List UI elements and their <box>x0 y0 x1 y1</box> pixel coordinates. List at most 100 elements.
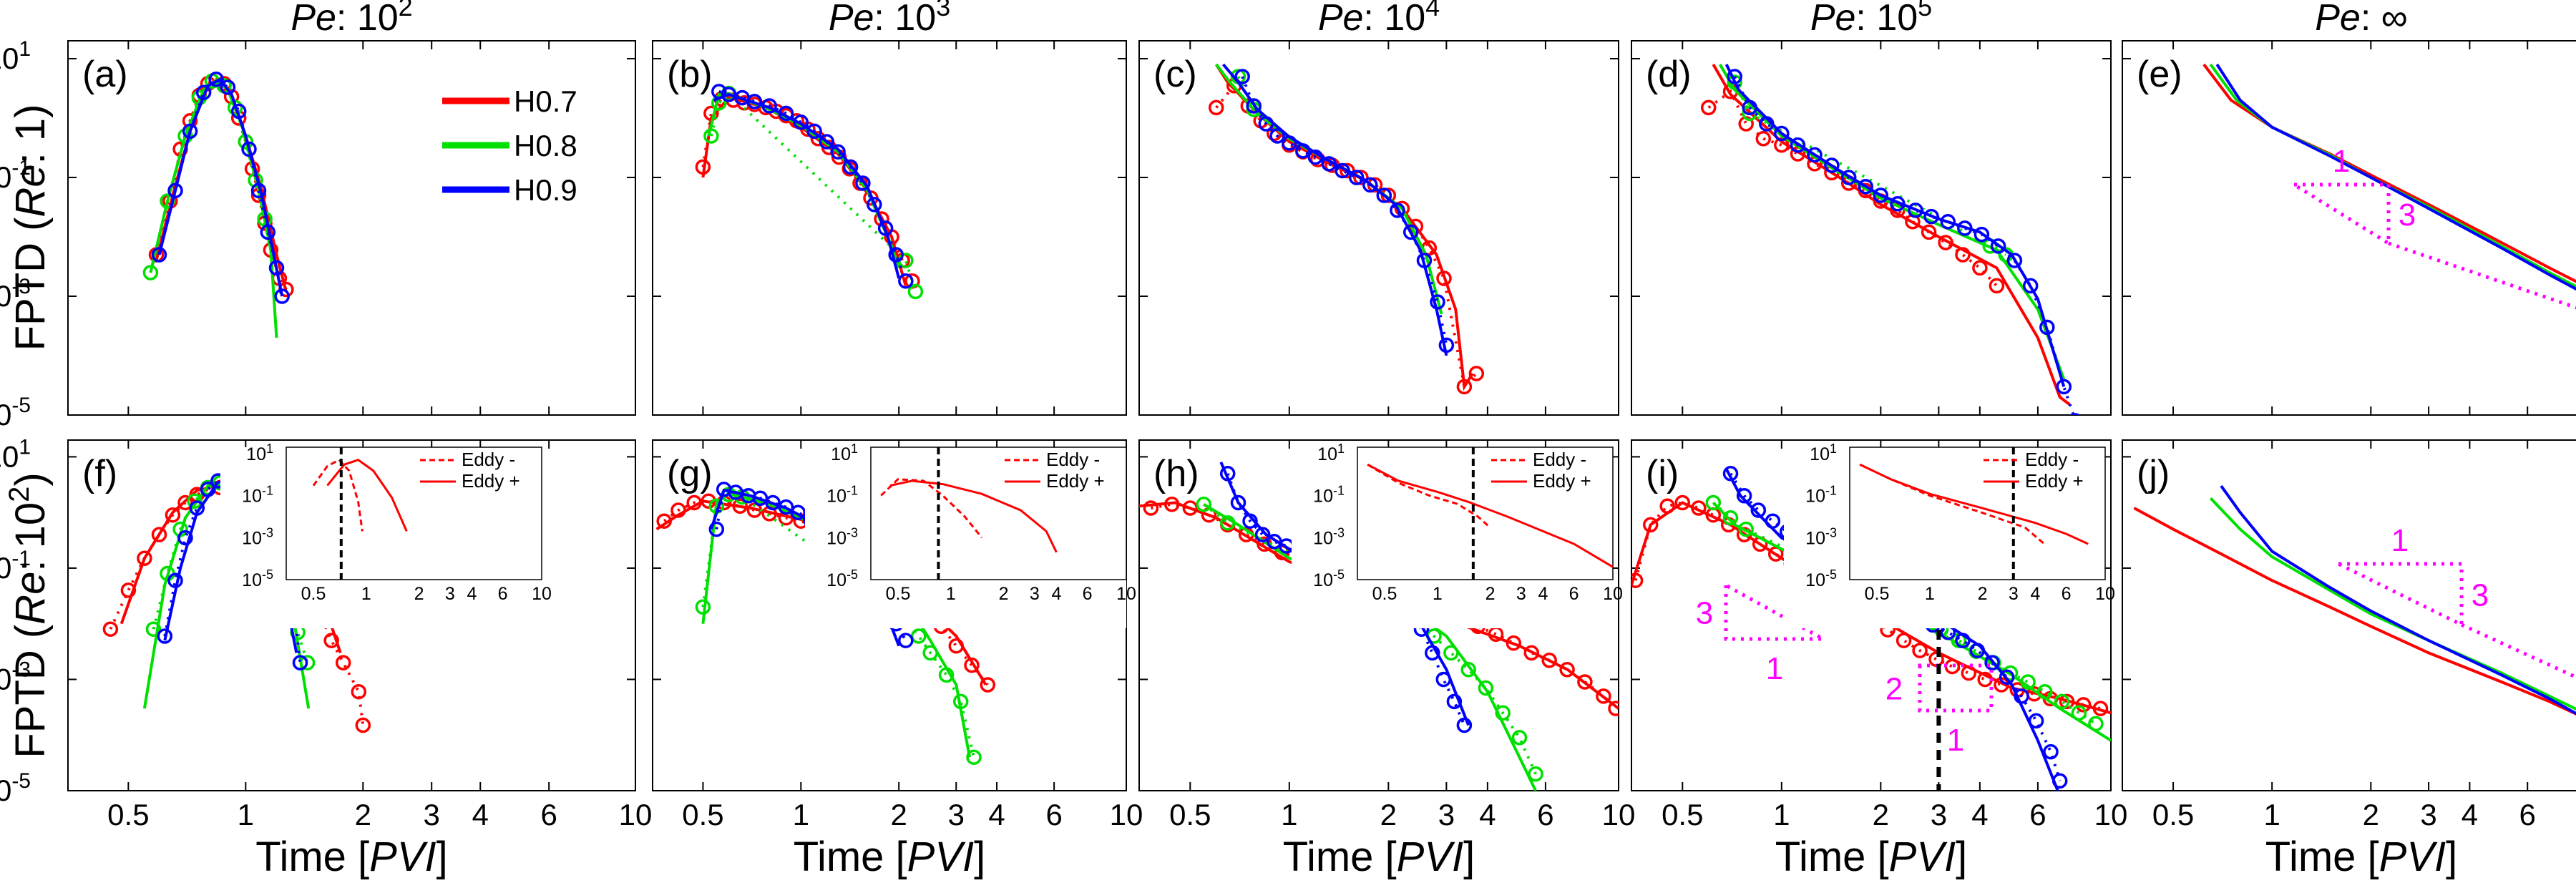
data-marker <box>1858 179 1874 195</box>
xlabel-post: ] <box>436 834 448 880</box>
data-marker <box>907 283 924 300</box>
series-line <box>2202 63 2576 283</box>
data-marker <box>1807 147 1823 163</box>
data-marker <box>1143 500 1159 516</box>
xlabel-pre: Time [ <box>2265 834 2379 880</box>
xlabel-italic: PVI <box>907 834 975 880</box>
legend-label: H0.9 <box>514 173 577 207</box>
x-tick-label: 2 <box>1380 798 1397 831</box>
panel-label: (a) <box>82 54 128 95</box>
data-marker <box>274 288 290 304</box>
slope-rise-label: 2 <box>1885 672 1903 707</box>
y-tick-exp: -3 <box>11 275 31 298</box>
data-marker <box>1722 509 1739 526</box>
data-marker <box>1674 494 1691 511</box>
data-marker <box>1559 662 1575 678</box>
data-marker <box>867 197 882 213</box>
data-marker <box>1736 488 1752 504</box>
data-marker <box>1923 208 1939 225</box>
title-italic: Pe <box>1810 0 1856 39</box>
inset-y-tick: 101 <box>1317 442 1345 464</box>
data-marker <box>1362 177 1378 193</box>
data-marker <box>102 621 119 637</box>
series-dotted-line <box>149 79 267 273</box>
data-marker <box>167 572 183 588</box>
data-marker <box>2039 319 2055 336</box>
inset-x-tick: 2 <box>414 584 424 604</box>
data-marker <box>711 95 727 111</box>
x-tick-label-text: 0.5 <box>1662 798 1703 831</box>
data-marker <box>1242 513 1258 529</box>
inset-x-tick: 1 <box>361 584 371 604</box>
inset-plot <box>880 447 1058 580</box>
x-tick-label-text: 4 <box>1971 798 1988 831</box>
x-tick-label: 2 <box>355 798 371 831</box>
data-marker <box>230 103 247 119</box>
inset-y-tick-exp: -3 <box>262 525 273 540</box>
inset-x-tick: 6 <box>1083 584 1093 604</box>
panel-label: (d) <box>1646 54 1692 95</box>
inset-x-tick: 1 <box>1925 584 1935 604</box>
x-tick-label-text: 4 <box>472 798 489 831</box>
x-tick-label: 6 <box>2519 798 2536 831</box>
column-title: Pe: ∞ <box>2315 0 2408 39</box>
inset-plot <box>312 447 408 580</box>
data-marker <box>1348 170 1365 185</box>
data-marker <box>1722 466 1739 482</box>
x-tick-label: 3 <box>2420 798 2436 831</box>
inset-x-tick: 0.5 <box>301 584 326 604</box>
data-marker <box>2088 716 2104 732</box>
data-marker <box>1908 203 1923 218</box>
inset-y-tick-exp: 1 <box>851 442 858 456</box>
data-marker <box>1755 131 1772 147</box>
data-marker <box>1738 521 1754 537</box>
y-tick-exp: 1 <box>19 37 31 61</box>
inset-box <box>286 447 542 580</box>
x-axis-label: Time [PVI] <box>2265 834 2458 880</box>
inset-y-tick-base: 10 <box>1810 444 1830 464</box>
slope-triangle: 13 <box>2288 144 2576 310</box>
data-marker <box>686 494 702 511</box>
xlabel-pre: Time [ <box>255 834 369 880</box>
inset-y-tick-exp: -1 <box>847 484 858 498</box>
inset-x-tick: 1 <box>946 584 956 604</box>
data-marker <box>335 655 351 670</box>
x-tick-label: 6 <box>2029 798 2046 831</box>
slope-triangle: 13 <box>1696 582 1825 686</box>
data-marker <box>2043 743 2059 760</box>
legend-label: H0.7 <box>514 84 577 118</box>
data-marker <box>2059 693 2075 710</box>
inset-x-tick-text: 10 <box>1603 584 1623 604</box>
y-tick-label: 101 <box>0 37 31 75</box>
inset-box <box>1357 447 1614 580</box>
xlabel-pre: Time [ <box>794 834 907 880</box>
inset-x-tick-text: 4 <box>1538 584 1548 604</box>
data-marker <box>1258 116 1274 132</box>
inset-legend-text: Eddy + <box>1046 470 1105 492</box>
data-marker <box>1974 226 1990 243</box>
data-marker <box>922 645 938 661</box>
series-H0.9 <box>1724 64 2081 415</box>
inset-y-tick: 10-3 <box>1313 525 1345 548</box>
inset-y-tick: 101 <box>1810 442 1837 464</box>
data-marker <box>1446 693 1463 710</box>
panel-label-text: (a) <box>82 54 128 95</box>
data-marker <box>1506 635 1522 651</box>
axes-box <box>2122 439 2576 791</box>
xlabel-post: ] <box>1463 834 1475 880</box>
data-marker <box>1659 498 1675 514</box>
inset-y-tick-exp: -5 <box>1825 567 1837 582</box>
inset-y-tick: 10-5 <box>1805 567 1837 590</box>
xlabel-post: ] <box>1956 834 1967 880</box>
inset-x-tick: 4 <box>2030 584 2040 604</box>
inset-y-tick: 101 <box>831 442 858 464</box>
x-tick-label-text: 3 <box>1438 798 1455 831</box>
inset-legend-label: Eddy - <box>1046 449 1100 470</box>
data-marker <box>1416 253 1433 268</box>
data-marker <box>1254 527 1271 542</box>
x-tick-label-text: 10 <box>619 798 653 831</box>
inset-x-tick-text: 2 <box>999 584 1009 604</box>
x-tick-label-text: 2 <box>355 798 371 831</box>
